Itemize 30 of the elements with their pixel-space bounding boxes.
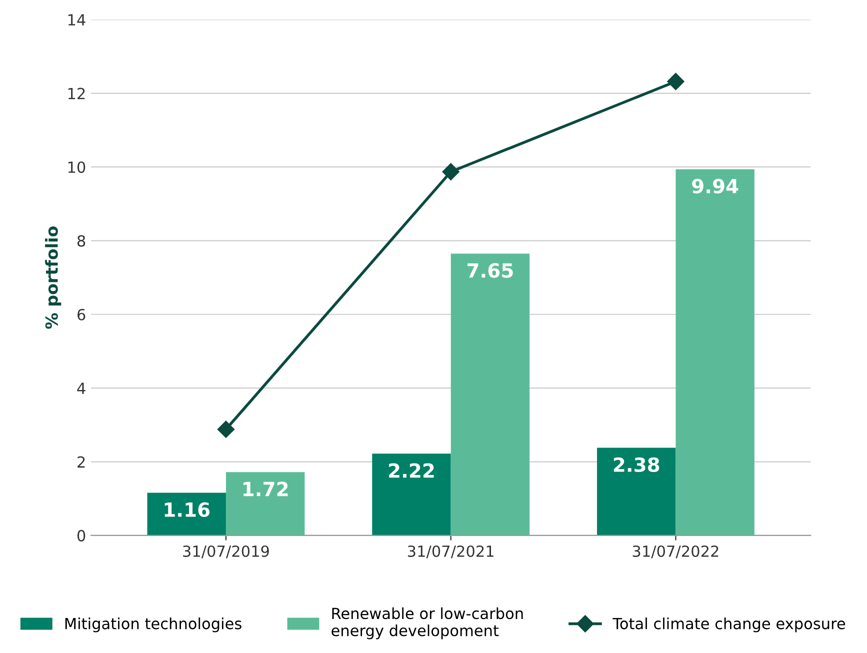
data-label: 2.38 xyxy=(614,457,660,472)
x-tick-label: 31/07/2019 xyxy=(183,545,269,558)
y-axis-title: % portfolio xyxy=(45,226,62,329)
y-tick-label: 2 xyxy=(78,456,85,468)
y-tick-label: 0 xyxy=(77,530,86,542)
y-tick-label: 12 xyxy=(68,88,85,100)
data-label: 1.72 xyxy=(244,482,288,496)
x-tick-label: 31/07/2022 xyxy=(632,545,718,558)
legend-label: Mitigation technologies xyxy=(65,618,242,632)
y-tick-label: 10 xyxy=(68,161,86,174)
point xyxy=(217,420,235,438)
legend-label: Total climate change exposure xyxy=(612,618,846,632)
bar xyxy=(450,254,530,536)
bar xyxy=(147,492,226,536)
legend-label: Renewable or low-carbon energy developoment xyxy=(332,607,523,640)
bar xyxy=(676,169,754,536)
data-label: 7.65 xyxy=(468,263,513,278)
data-label: 2.22 xyxy=(389,463,434,478)
y-tick-label: 4 xyxy=(77,382,86,394)
bar xyxy=(226,472,305,536)
y-tick-label: 14 xyxy=(68,14,86,26)
bar xyxy=(372,454,451,536)
y-tick-label: 6 xyxy=(78,308,86,320)
bar xyxy=(597,448,676,536)
point xyxy=(667,72,684,90)
data-label: 1.16 xyxy=(164,502,210,517)
y-tick-label: 8 xyxy=(77,235,86,247)
x-tick-label: 31/07/2021 xyxy=(408,545,494,558)
data-label: 9.94 xyxy=(692,178,738,194)
point xyxy=(442,163,460,180)
